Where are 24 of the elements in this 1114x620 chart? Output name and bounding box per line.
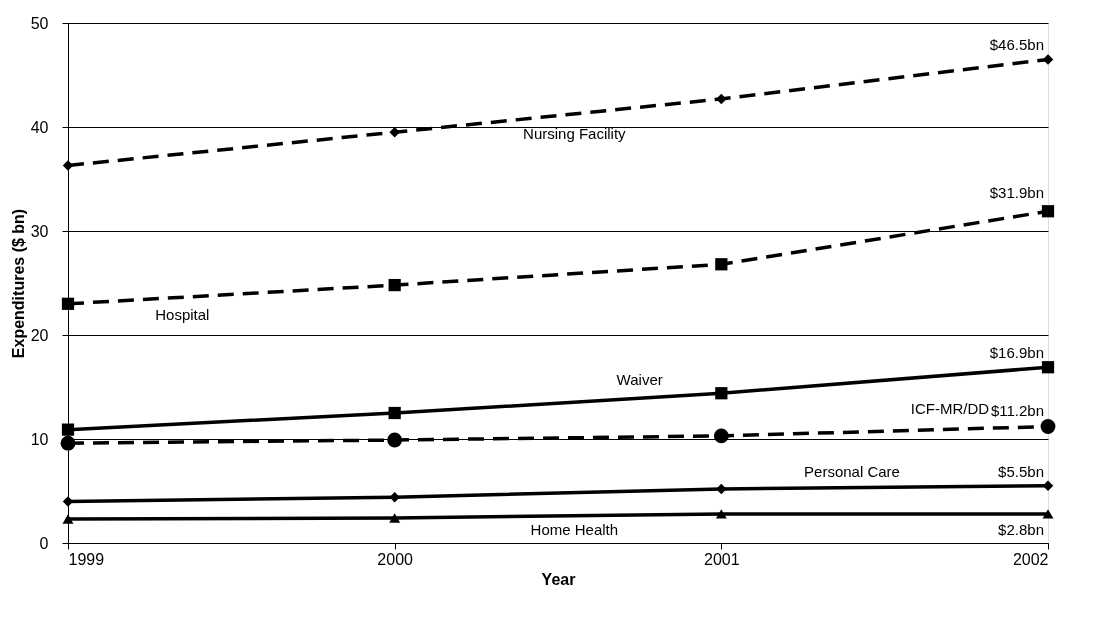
x-tick-label: 2002 — [1012, 550, 1049, 568]
y-tick-label: 20 — [30, 326, 49, 344]
y-axis-title: Expenditures ($ bn) — [9, 208, 27, 359]
y-tick-label: 10 — [30, 430, 49, 448]
data-label: $5.5bn — [998, 462, 1044, 480]
x-tick-label: 2000 — [377, 550, 414, 568]
y-tick-label: 30 — [30, 222, 49, 240]
series-label: Hospital — [155, 306, 210, 324]
data-label: $2.8bn — [998, 520, 1044, 538]
data-label: $31.9bn — [989, 184, 1044, 202]
series-label: Nursing Facility — [523, 124, 627, 142]
series-label: Personal Care — [804, 462, 900, 480]
x-axis-title: Year — [541, 570, 576, 588]
data-label: $11.2bn — [990, 401, 1044, 419]
x-tick-label: 2001 — [704, 550, 740, 568]
series-label: Waiver — [616, 371, 663, 389]
y-tick-label: 40 — [30, 118, 49, 136]
data-label: $46.5bn — [989, 36, 1044, 54]
data-label: $16.9bn — [989, 344, 1044, 362]
series-label: Home Health — [530, 520, 619, 538]
series-label: ICF-MR/DD — [910, 400, 990, 418]
y-tick-label: 50 — [30, 14, 49, 32]
y-tick-label: 0 — [39, 534, 49, 552]
x-tick-label: 1999 — [68, 550, 105, 568]
